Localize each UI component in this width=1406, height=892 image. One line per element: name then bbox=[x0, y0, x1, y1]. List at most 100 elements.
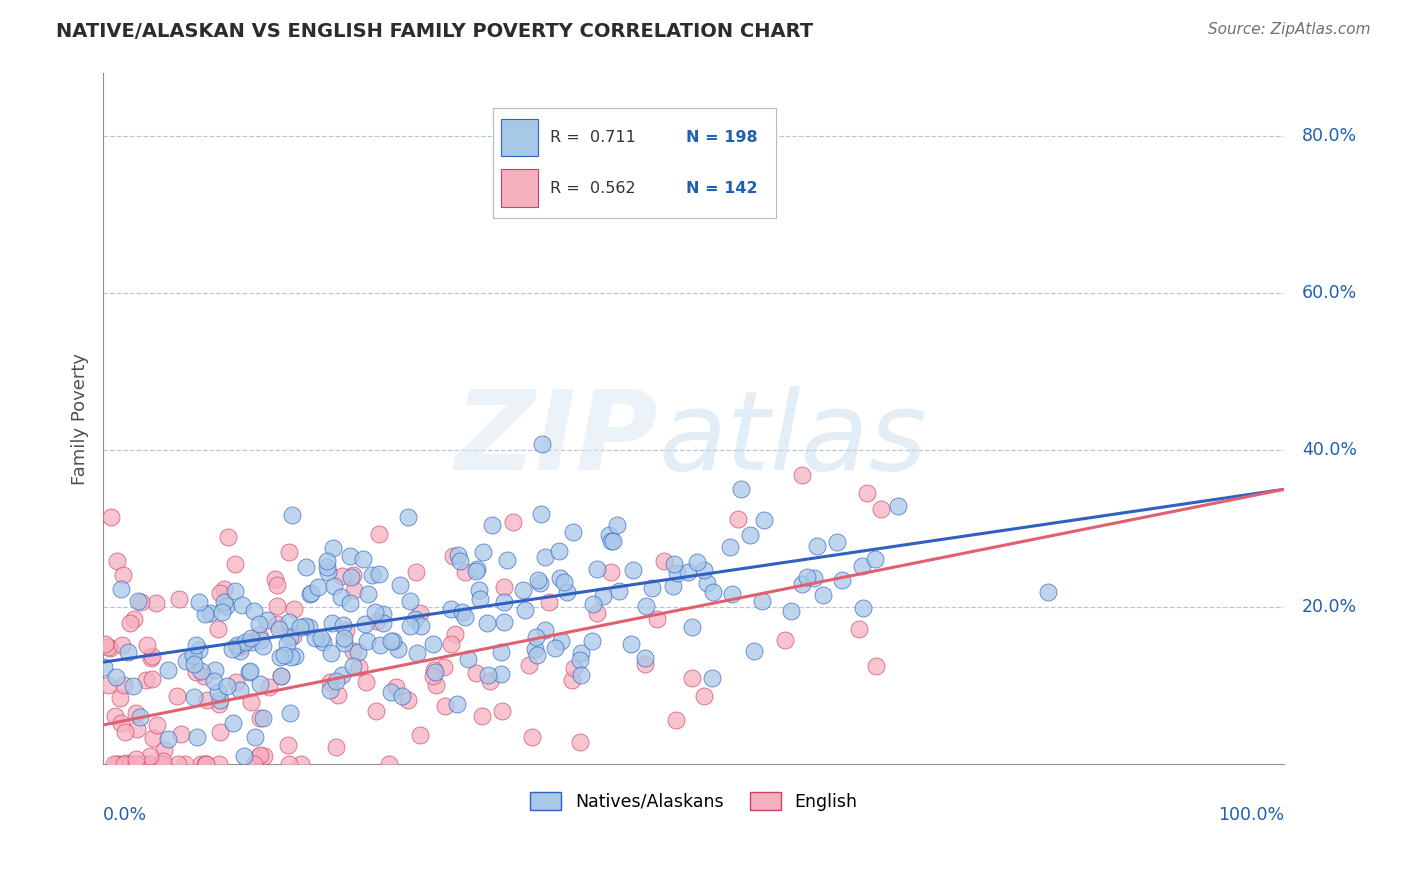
Point bbox=[207, 685, 229, 699]
Point bbox=[299, 586, 322, 600]
Point bbox=[332, 617, 354, 632]
Point bbox=[208, 692, 231, 706]
Point bbox=[727, 512, 749, 526]
Point bbox=[405, 565, 427, 579]
Point bbox=[257, 680, 280, 694]
Point bbox=[278, 631, 301, 645]
Point bbox=[592, 589, 614, 603]
Point bbox=[887, 500, 910, 514]
Point bbox=[752, 513, 775, 527]
Point bbox=[472, 545, 495, 559]
Point bbox=[329, 590, 352, 604]
Point bbox=[247, 616, 270, 631]
Point bbox=[422, 669, 444, 683]
Point bbox=[598, 528, 620, 542]
Point bbox=[342, 568, 364, 582]
Point bbox=[512, 583, 534, 598]
Point bbox=[447, 549, 470, 563]
Point bbox=[110, 582, 132, 597]
Point bbox=[270, 669, 292, 683]
Point bbox=[404, 612, 426, 626]
Point bbox=[477, 668, 499, 682]
Point bbox=[569, 668, 592, 682]
Point bbox=[775, 633, 797, 648]
Point bbox=[408, 606, 430, 620]
Point bbox=[141, 672, 163, 686]
Point bbox=[368, 638, 391, 652]
Point bbox=[125, 706, 148, 721]
Point bbox=[384, 680, 406, 694]
Point bbox=[269, 650, 291, 665]
Point bbox=[156, 732, 179, 747]
Point bbox=[457, 652, 479, 666]
Point bbox=[869, 502, 891, 516]
Point bbox=[283, 602, 305, 616]
Point bbox=[315, 554, 337, 568]
Point bbox=[440, 637, 463, 651]
Point bbox=[396, 693, 419, 707]
Point bbox=[167, 592, 190, 607]
Point bbox=[195, 757, 218, 772]
Point bbox=[471, 708, 494, 723]
Point bbox=[256, 613, 278, 627]
Point bbox=[231, 598, 253, 612]
Point bbox=[555, 585, 578, 599]
Point bbox=[183, 690, 205, 705]
Y-axis label: Family Poverty: Family Poverty bbox=[72, 352, 89, 484]
Point bbox=[534, 623, 557, 637]
Point bbox=[208, 724, 231, 739]
Point bbox=[425, 678, 447, 692]
Point bbox=[108, 757, 131, 772]
Point bbox=[325, 673, 347, 688]
Point bbox=[681, 620, 703, 634]
Point bbox=[278, 615, 301, 629]
Point bbox=[103, 757, 125, 772]
Point bbox=[249, 677, 271, 691]
Point bbox=[600, 533, 623, 548]
Point bbox=[335, 624, 357, 638]
Point bbox=[446, 697, 468, 711]
Point bbox=[517, 658, 540, 673]
Point bbox=[239, 631, 262, 645]
Point bbox=[294, 619, 316, 633]
Point bbox=[599, 565, 621, 579]
Point bbox=[827, 534, 849, 549]
Point bbox=[645, 612, 668, 626]
Point bbox=[240, 696, 263, 710]
Point bbox=[740, 528, 762, 542]
Point bbox=[481, 517, 503, 532]
Point bbox=[489, 667, 512, 681]
Point bbox=[94, 637, 117, 651]
Point bbox=[153, 743, 176, 757]
Point bbox=[641, 582, 664, 596]
Point bbox=[321, 615, 343, 630]
Point bbox=[721, 587, 744, 601]
Point bbox=[186, 638, 208, 652]
Point bbox=[634, 650, 657, 665]
Point bbox=[304, 631, 326, 645]
Point bbox=[373, 615, 395, 630]
Point bbox=[284, 648, 307, 663]
Point bbox=[267, 622, 290, 636]
Point bbox=[848, 623, 870, 637]
Point bbox=[208, 586, 231, 600]
Point bbox=[157, 663, 180, 677]
Point bbox=[803, 572, 825, 586]
Point bbox=[354, 674, 377, 689]
Point bbox=[193, 669, 215, 683]
Point bbox=[526, 648, 548, 662]
Point bbox=[124, 612, 146, 626]
Point bbox=[211, 605, 233, 619]
Point bbox=[433, 659, 456, 673]
Point bbox=[538, 595, 561, 609]
Point bbox=[212, 595, 235, 609]
Point bbox=[700, 671, 723, 685]
Point bbox=[489, 645, 512, 659]
Point bbox=[152, 757, 174, 772]
Point bbox=[366, 614, 388, 628]
Point bbox=[852, 601, 875, 615]
Point bbox=[281, 508, 304, 522]
Point bbox=[187, 595, 209, 609]
Point bbox=[319, 674, 342, 689]
Point bbox=[492, 615, 515, 629]
